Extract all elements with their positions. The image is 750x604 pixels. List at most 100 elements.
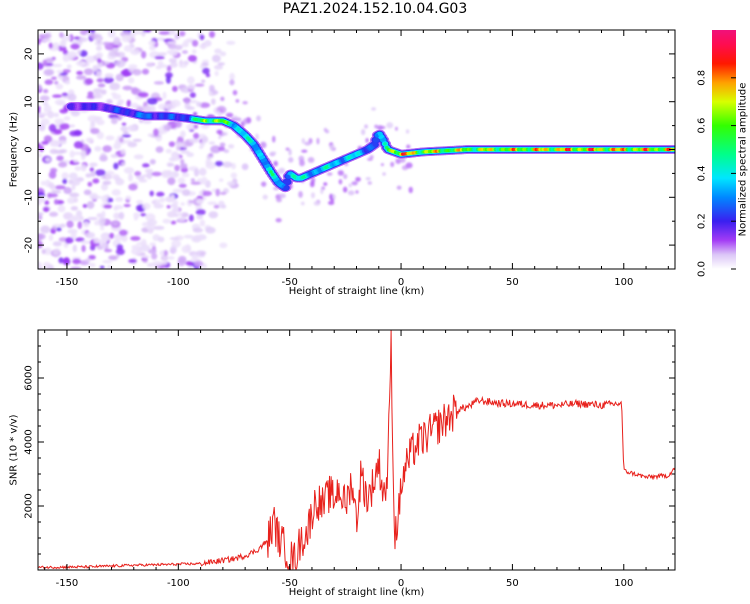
spectrogram-noise-cell bbox=[160, 255, 169, 261]
spectrogram-noise-cell bbox=[172, 85, 178, 92]
spectrogram-ridge-cell bbox=[256, 150, 261, 154]
spectrogram-noise-cell bbox=[300, 201, 305, 206]
spectrogram-noise-cell bbox=[179, 30, 186, 37]
spectrogram-noise-cell bbox=[211, 98, 216, 105]
spectrogram-noise-cell bbox=[151, 171, 162, 177]
spectrogram-noise-cell bbox=[90, 128, 100, 135]
spectrogram-noise-cell bbox=[56, 69, 64, 74]
spectrogram-noise-cell bbox=[68, 172, 78, 180]
spectrogram-noise-cell bbox=[205, 226, 216, 234]
spectrogram-noise-cell bbox=[120, 126, 129, 132]
spectrogram-noise-cell bbox=[149, 190, 154, 197]
spectrogram-noise-cell bbox=[145, 226, 153, 230]
spectrogram-xtick-label: -100 bbox=[167, 277, 190, 288]
spectrogram-noise-cell bbox=[38, 62, 44, 70]
spectrogram-noise-cell bbox=[84, 232, 96, 239]
spectrogram-noise-cell bbox=[378, 125, 386, 130]
spectrogram-noise-cell bbox=[195, 209, 206, 216]
spectrogram-noise-cell bbox=[171, 207, 178, 213]
spectrogram-noise-cell bbox=[235, 99, 240, 103]
spectrogram-noise-cell bbox=[135, 175, 145, 180]
spectrogram-noise-cell bbox=[108, 255, 118, 260]
spectrogram-noise-cell bbox=[97, 83, 106, 88]
spectrogram-noise-cell bbox=[123, 167, 135, 174]
spectrogram-noise-cell bbox=[50, 167, 58, 173]
spectrogram-noise-cell bbox=[167, 162, 175, 167]
spectrogram-noise-cell bbox=[172, 200, 179, 206]
spectrogram-noise-cell bbox=[316, 137, 320, 145]
spectrogram-noise-cell bbox=[174, 155, 180, 161]
spectrogram-noise-cell bbox=[105, 135, 115, 141]
spectrogram-noise-cell bbox=[386, 122, 394, 129]
spectrogram-noise-cell bbox=[382, 172, 386, 176]
spectrogram-noise-cell bbox=[40, 180, 46, 186]
spectrogram-noise-cell bbox=[196, 198, 204, 205]
spectrogram-noise-cell bbox=[271, 135, 276, 143]
spectrogram-noise-cell bbox=[113, 142, 121, 150]
snr-xtick-label: -50 bbox=[282, 578, 298, 589]
spectrogram-noise-cell bbox=[66, 220, 74, 229]
spectrogram-noise-cell bbox=[186, 266, 193, 269]
spectrogram-noise-cell bbox=[38, 112, 48, 116]
spectrogram-noise-cell bbox=[128, 258, 137, 264]
colorbar-tick-label: 0.0 bbox=[697, 261, 708, 277]
spectrogram-noise-cell bbox=[93, 34, 100, 39]
spectrogram-noise-cell bbox=[54, 80, 59, 85]
spectrogram-noise-cell bbox=[185, 261, 193, 266]
spectrogram-noise-cell bbox=[128, 64, 138, 69]
spectrogram-noise-cell bbox=[369, 155, 374, 159]
spectrogram-noise-cell bbox=[262, 194, 268, 200]
spectrogram-noise-cell bbox=[227, 144, 235, 149]
spectrogram-noise-cell bbox=[128, 183, 138, 191]
spectrogram-noise-cell bbox=[95, 53, 102, 60]
spectrogram-noise-cell bbox=[133, 30, 143, 35]
spectrogram-noise-cell bbox=[279, 193, 286, 199]
snr-xtick-label: -100 bbox=[167, 578, 190, 589]
spectrogram-noise-cell bbox=[98, 217, 106, 225]
spectrogram-noise-cell bbox=[51, 226, 57, 230]
spectrogram-noise-cell bbox=[329, 144, 335, 151]
spectrogram-noise-cell bbox=[115, 197, 124, 202]
spectrogram-noise-cell bbox=[219, 242, 228, 249]
spectrogram-noise-cell bbox=[42, 102, 49, 106]
spectrogram-noise-cell bbox=[146, 171, 153, 180]
spectrogram-noise-cell bbox=[117, 99, 125, 105]
spectrogram-noise-cell bbox=[92, 65, 99, 72]
spectrogram-noise-cell bbox=[43, 135, 53, 143]
spectrogram-noise-cell bbox=[177, 258, 186, 267]
spectrogram-noise-cell bbox=[43, 247, 52, 255]
spectrogram-noise-cell bbox=[163, 124, 172, 131]
spectrogram-noise-cell bbox=[82, 204, 88, 208]
spectrogram-noise-cell bbox=[180, 158, 185, 165]
spectrogram-noise-cell bbox=[196, 101, 202, 107]
spectrogram-noise-cell bbox=[118, 229, 128, 236]
spectrogram-noise-cell bbox=[114, 177, 122, 181]
spectrogram-noise-cell bbox=[62, 49, 69, 56]
spectrogram-noise-cell bbox=[134, 171, 142, 177]
spectrogram-noise-cell bbox=[260, 181, 267, 187]
spectrogram-noise-cell bbox=[167, 177, 176, 186]
spectrogram-ytick-label: 0 bbox=[24, 146, 35, 152]
spectrogram-ytick-label: 20 bbox=[24, 48, 35, 61]
spectrogram-noise-cell bbox=[38, 200, 42, 206]
spectrogram-noise-cell bbox=[63, 186, 72, 195]
spectrogram-ridge-cell bbox=[383, 142, 387, 146]
spectrogram-noise-cell bbox=[195, 250, 207, 256]
spectrogram-noise-cell bbox=[38, 233, 43, 241]
spectrogram-noise-cell bbox=[342, 186, 348, 193]
spectrogram-noise-cell bbox=[180, 202, 185, 206]
spectrogram-noise-cell bbox=[57, 205, 66, 213]
spectrogram-noise-cell bbox=[201, 79, 206, 83]
spectrogram-noise-cell bbox=[102, 259, 113, 264]
spectrogram-noise-cell bbox=[84, 78, 94, 85]
spectrogram-noise-cell bbox=[170, 220, 177, 225]
spectrogram-noise-cell bbox=[56, 155, 64, 161]
spectrogram-noise-cell bbox=[109, 232, 115, 239]
spectrogram-noise-cell bbox=[66, 64, 72, 69]
spectrogram-noise-cell bbox=[275, 218, 282, 223]
spectrogram-noise-cell bbox=[92, 88, 104, 94]
spectrogram-noise-cell bbox=[207, 201, 218, 206]
spectrogram-noise-cell bbox=[110, 117, 118, 125]
spectrogram-noise-cell bbox=[187, 54, 197, 62]
spectrogram-noise-cell bbox=[178, 183, 187, 188]
